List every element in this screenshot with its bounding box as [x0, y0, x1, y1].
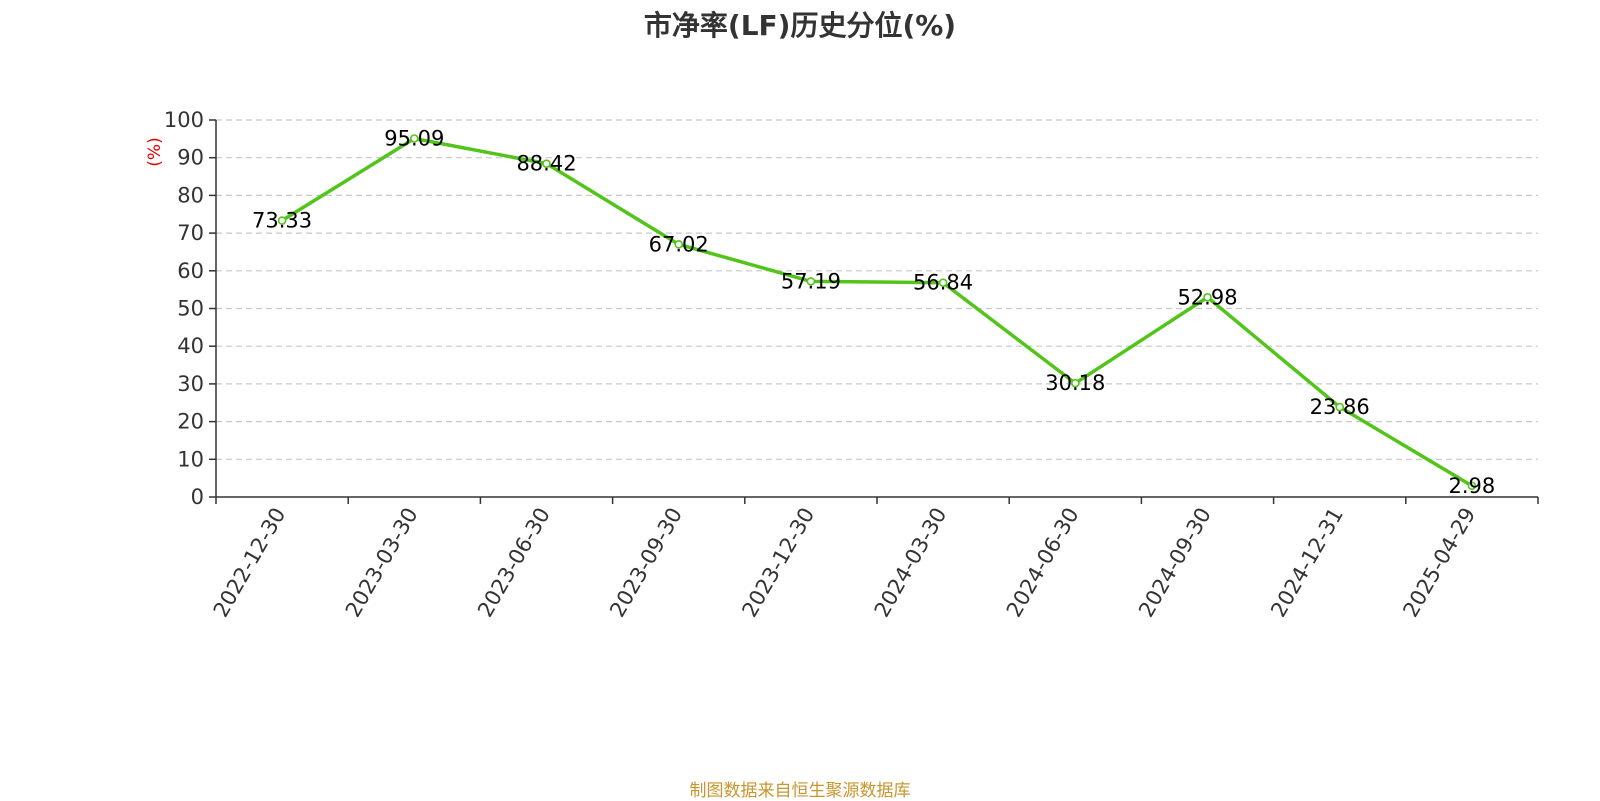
gridlines [216, 119, 1538, 460]
y-axis-label: (%) [145, 137, 165, 166]
y-tick-label: 0 [191, 485, 204, 509]
y-tick-label: 70 [177, 221, 204, 245]
data-point [542, 159, 551, 168]
x-tick-label: 2023-06-30 [473, 504, 555, 622]
data-points [277, 134, 1477, 491]
data-label: 2.98 [1449, 474, 1496, 498]
x-tick-label: 2024-03-30 [870, 504, 952, 622]
x-tick-label: 2023-03-30 [341, 504, 423, 622]
data-label: 88.42 [516, 152, 576, 176]
y-tick-label: 60 [177, 259, 204, 283]
x-tick-label: 2023-12-30 [737, 504, 819, 622]
y-tick-label: 40 [177, 334, 204, 358]
data-point [806, 277, 816, 286]
y-tick-label: 100 [164, 108, 204, 132]
y-tick-label: 80 [177, 183, 204, 207]
data-label: 23.86 [1310, 395, 1370, 419]
y-tick-label: 10 [177, 447, 204, 471]
data-point [674, 240, 684, 249]
y-tick-label: 20 [177, 410, 204, 434]
x-tick-label: 2024-09-30 [1134, 504, 1216, 622]
data-label: 57.19 [781, 269, 841, 293]
series-line [281, 136, 1473, 488]
data-label: 56.84 [913, 271, 973, 295]
data-point [1071, 378, 1080, 388]
data-point [1335, 402, 1344, 412]
data-label: 30.18 [1045, 371, 1105, 395]
data-label: 67.02 [649, 232, 709, 256]
data-source-note: 制图数据来自恒生聚源数据库 [689, 781, 911, 801]
x-tick-label: 2022-12-30 [209, 504, 291, 622]
y-axis-ticks: 0 10 20 30 40 50 60 70 80 90 100 [164, 108, 216, 509]
data-label: 73.33 [252, 209, 312, 233]
x-tick-label: 2023-09-30 [605, 504, 687, 622]
series-lines [281, 136, 1473, 488]
y-tick-label: 30 [177, 372, 204, 396]
data-point [277, 216, 287, 225]
data-labels: 73.33 95.09 88.42 67.02 57.19 56.84 30.18 52.98… [252, 127, 1495, 498]
y-tick-label: 50 [177, 297, 204, 321]
x-tick-label: 2025-04-29 [1398, 504, 1480, 622]
chart-title: 市净率(LF)历史分位(%) [643, 9, 957, 42]
data-label: 95.09 [384, 127, 444, 151]
data-point [1203, 292, 1212, 302]
data-label: 52.98 [1177, 285, 1237, 309]
data-point [409, 134, 419, 143]
data-point [938, 278, 948, 288]
y-tick-label: 90 [177, 146, 204, 170]
x-tick-label: 2024-12-31 [1266, 504, 1348, 622]
x-axis-ticks: 2022-12-30 2023-03-30 2023-06-30 2023-09-30… [209, 497, 1539, 622]
data-point [1467, 481, 1477, 491]
x-tick-label: 2024-06-30 [1002, 504, 1084, 622]
